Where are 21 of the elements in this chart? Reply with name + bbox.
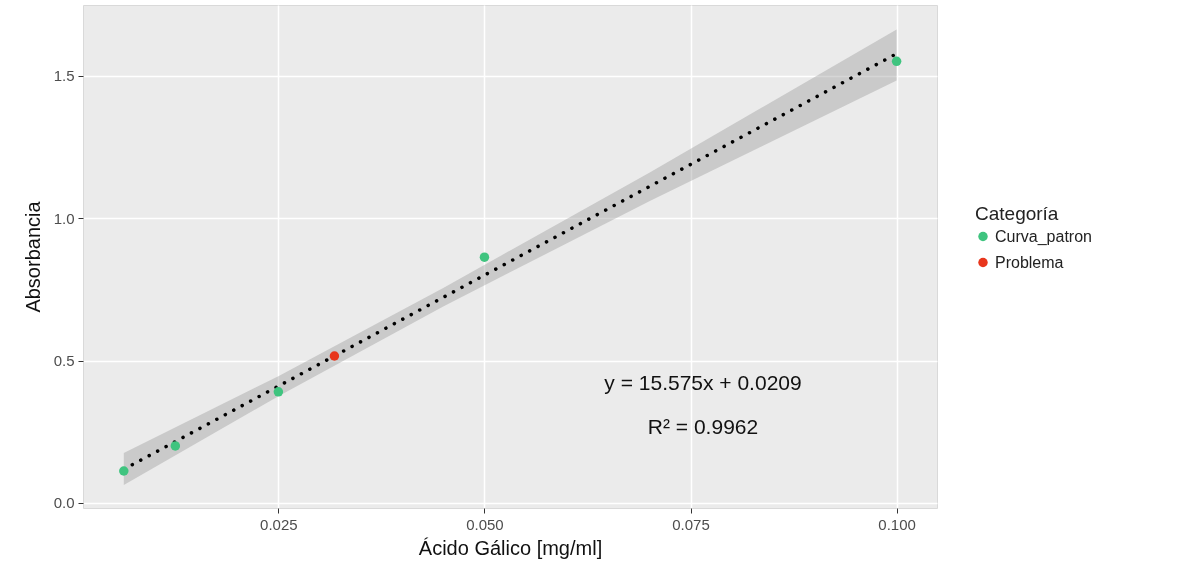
point <box>170 441 181 451</box>
x-tick-label: 0.025 <box>260 515 298 533</box>
point <box>479 252 490 262</box>
annotation: R² = 0.9962 <box>647 415 759 438</box>
legend-label: Problema <box>995 253 1064 271</box>
point <box>891 56 902 67</box>
y-tick-label: 1.5 <box>53 67 75 85</box>
x-tick-label: 0.100 <box>878 515 916 533</box>
y-tick-label: 0.0 <box>53 494 75 512</box>
y-tick-label: 0.5 <box>53 352 75 370</box>
point <box>273 387 284 397</box>
x-axis-title: Ácido Gálico [mg/ml] <box>418 536 603 559</box>
x-tick-label: 0.050 <box>466 515 504 533</box>
y-axis-title: Absorbancia <box>21 200 44 313</box>
legend-label: Curva_patron <box>995 227 1092 246</box>
point <box>119 466 129 476</box>
point <box>329 351 340 361</box>
annotation: y = 15.575x + 0.0209 <box>604 371 802 394</box>
y-tick-label: 1.0 <box>53 209 75 227</box>
x-tick-label: 0.075 <box>672 515 710 533</box>
legend-title: Categoría <box>975 202 1059 224</box>
